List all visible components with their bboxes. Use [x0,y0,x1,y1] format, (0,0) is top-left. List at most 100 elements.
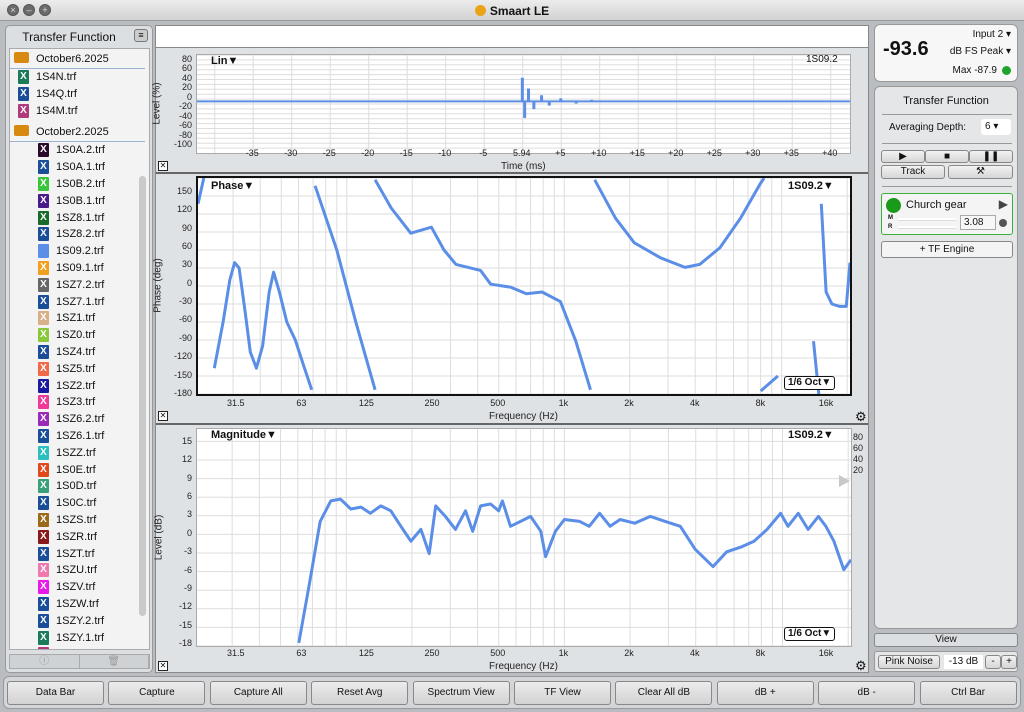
file-item[interactable]: X 1S0A.2.trf [10,142,149,159]
close-pane-icon[interactable]: ✕ [158,661,168,671]
gear-icon[interactable]: ⚙ [855,658,867,673]
tf-view-button[interactable]: TF View [514,681,611,705]
file-item[interactable]: X 1SZV.trf [10,579,149,596]
file-item[interactable]: X 1SZ4.trf [10,344,149,361]
x-tick-label: -15 [399,148,413,158]
impulse-mode-dropdown[interactable]: Lin▼ [211,55,239,67]
info-icon[interactable]: ⓘ [10,655,80,668]
generator-level[interactable]: -13 dB [944,655,983,669]
engine-on-toggle[interactable] [886,198,901,213]
close-pane-icon[interactable]: ✕ [158,161,168,171]
db-button[interactable]: dB - [818,681,916,705]
coherence-tick-label: 40 [853,454,864,464]
delay-field[interactable]: 3.08 [960,215,996,230]
file-item[interactable]: X 1S4N.trf [10,69,149,86]
view-button[interactable]: View [874,633,1018,647]
file-item[interactable]: X 1S0A.1.trf [10,159,149,176]
file-item[interactable]: X 1SZ0.trf [10,327,149,344]
impulse-plot[interactable] [196,54,851,154]
minimize-window-button[interactable]: – [23,4,35,16]
file-item[interactable]: X 1SZR.trf [10,529,149,546]
add-tf-engine-button[interactable]: + TF Engine [881,241,1013,258]
file-item[interactable]: X 1SZ6.2.trf [10,411,149,428]
file-item[interactable]: X 1SZY.1.trf [10,630,149,647]
phase-dropdown[interactable]: Phase▼ [211,180,255,192]
x-tick-label: -35 [245,148,259,158]
file-item[interactable]: X 1SZ2.trf [10,378,149,395]
magnitude-x-label: Frequency (Hz) [489,661,558,672]
file-item[interactable]: X 1SZW.trf [10,596,149,613]
file-item[interactable]: X 1SZ7.2.trf [10,277,149,294]
scrollbar[interactable] [139,176,146,616]
file-item[interactable]: X 1SZ8.1.trf [10,210,149,227]
level-down-button[interactable]: - [985,655,1001,669]
capture-button[interactable]: Capture [108,681,206,705]
file-item[interactable]: X 1SZS.trf [10,512,149,529]
folder-item[interactable]: October2.2025 [10,122,145,143]
magnitude-smoothing-dropdown[interactable]: 1/6 Oct▼ [784,627,836,641]
phase-smoothing-dropdown[interactable]: 1/6 Oct▼ [784,376,836,390]
y-tick-label: -120 [173,351,192,362]
magnitude-plot[interactable] [193,428,853,647]
file-item[interactable]: X 1S0D.trf [10,478,149,495]
file-item[interactable]: X 1SZX.trf [10,646,149,649]
file-item[interactable]: X 1SZT.trf [10,546,149,563]
capture-all-button[interactable]: Capture All [209,681,307,705]
spectrum-view-button[interactable]: Spectrum View [412,681,510,705]
play-button[interactable]: ▶ [881,150,925,163]
meter-mode-dropdown[interactable]: dB FS Peak ▾ [949,46,1011,57]
close-pane-icon[interactable]: ✕ [158,411,168,421]
file-item[interactable]: X 1S4M.trf [10,103,149,120]
play-icon[interactable]: ▶ [998,197,1008,211]
input-dropdown[interactable]: Input 2 ▾ [972,29,1011,40]
file-item[interactable]: X 1S0B.1.trf [10,193,149,210]
magnitude-dropdown[interactable]: Magnitude▼ [211,429,277,441]
gear-icon[interactable]: ⚙ [855,409,867,424]
file-item[interactable]: X 1SZ8.2.trf [10,226,149,243]
file-item[interactable]: X 1SZY.2.trf [10,613,149,630]
trace-file-icon: X [38,613,49,628]
track-button[interactable]: Track [881,165,945,179]
file-item[interactable]: 1S09.2.trf [10,243,149,260]
file-item[interactable]: X 1S0E.trf [10,462,149,479]
tf-engine-church-gear[interactable]: Church gear ▶ M R 3.08 [881,193,1013,235]
phase-trace [313,185,377,391]
trace-file-icon: X [38,193,49,208]
file-item[interactable]: X 1SZZ.trf [10,445,149,462]
clear-all-db-button[interactable]: Clear All dB [615,681,713,705]
coherence-threshold-handle[interactable] [839,475,850,487]
ctrl-bar-button[interactable]: Ctrl Bar [919,681,1017,705]
y-tick-label: -150 [173,369,192,380]
file-item[interactable]: X 1S0C.trf [10,495,149,512]
menu-icon[interactable]: ≡ [134,29,148,42]
file-item[interactable]: X 1SZ5.trf [10,361,149,378]
magnitude-trace-dropdown[interactable]: 1S09.2▼ [788,429,834,441]
file-item[interactable]: X 1SZU.trf [10,562,149,579]
level-up-button[interactable]: + [1001,655,1017,669]
file-item[interactable]: X 1SZ3.trf [10,394,149,411]
generator-bar: Pink Noise -13 dB - + [874,651,1018,672]
reset-avg-button[interactable]: Reset Avg [311,681,409,705]
data-bar-button[interactable]: Data Bar [7,681,104,705]
file-item[interactable]: X 1SZ7.1.trf [10,294,149,311]
stop-button[interactable]: ■ [925,150,969,163]
pause-button[interactable]: ❚❚ [969,150,1013,163]
zoom-window-button[interactable]: + [39,4,51,16]
trace-file-icon: X [38,378,49,393]
file-item[interactable]: X 1S0B.2.trf [10,176,149,193]
pink-noise-button[interactable]: Pink Noise [878,655,940,669]
phase-trace-dropdown[interactable]: 1S09.2▼ [788,180,834,192]
info-strip [156,26,868,48]
file-item[interactable]: X 1S09.1.trf [10,260,149,277]
close-window-button[interactable]: × [7,4,19,16]
averaging-dropdown[interactable]: 6 ▾ [981,119,1011,135]
tools-icon[interactable]: ⚒ [948,165,1013,179]
db-button[interactable]: dB + [716,681,814,705]
trace-file-icon: X [38,496,49,511]
folder-item[interactable]: October6.2025 [10,49,145,69]
file-item[interactable]: X 1S4Q.trf [10,86,149,103]
file-item[interactable]: X 1SZ6.1.trf [10,428,149,445]
phase-plot[interactable] [194,176,852,396]
trash-icon[interactable]: 🗑 [80,655,149,668]
file-item[interactable]: X 1SZ1.trf [10,310,149,327]
